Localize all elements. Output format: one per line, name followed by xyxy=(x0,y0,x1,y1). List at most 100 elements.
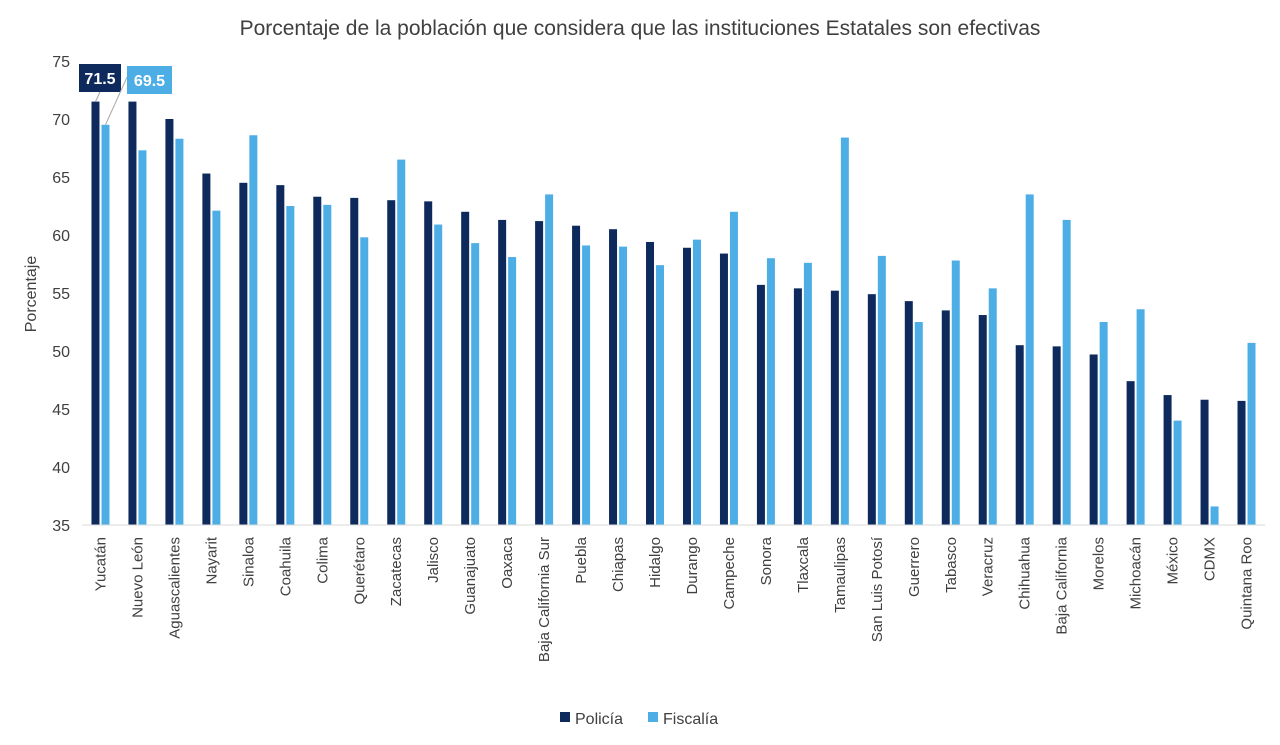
bar-policia xyxy=(1126,381,1135,525)
x-tick-label: Querétaro xyxy=(351,537,368,605)
x-tick-label: Tabasco xyxy=(943,537,960,593)
bar-policia xyxy=(239,182,248,526)
y-tick-label: 70 xyxy=(52,112,70,129)
bar-policia xyxy=(572,225,581,525)
bar-fiscalia xyxy=(249,135,258,526)
bar-policia xyxy=(646,241,655,525)
x-tick-label: Colima xyxy=(314,536,331,583)
bar-fiscalia xyxy=(840,137,849,525)
x-tick-label: Yucatán xyxy=(92,537,109,591)
bar-fiscalia xyxy=(1247,342,1256,525)
bar-fiscalia xyxy=(1025,194,1034,525)
bar-policia xyxy=(128,101,137,525)
y-axis-ticks: 35 40 45 50 55 60 65 70 75 xyxy=(52,54,70,535)
bar-policia xyxy=(867,294,876,525)
legend-label-fiscalia: Fiscalía xyxy=(663,711,718,728)
x-tick-label: Oaxaca xyxy=(499,536,516,588)
x-tick-label: Tamaulipas xyxy=(832,537,849,613)
legend-label-policia: Policía xyxy=(575,711,623,728)
bar-fiscalia xyxy=(951,260,960,525)
bar-fiscalia xyxy=(471,243,480,525)
bar-policia xyxy=(1015,345,1024,525)
x-tick-label: Chihuahua xyxy=(1017,536,1034,609)
bar-policia xyxy=(202,173,211,525)
bar-fiscalia xyxy=(323,204,332,525)
x-tick-label: CDMX xyxy=(1202,537,1219,581)
bar-policia xyxy=(350,197,359,525)
chart-title: Porcentaje de la población que considera… xyxy=(240,17,1041,40)
bar-fiscalia xyxy=(619,246,628,525)
bar-fiscalia xyxy=(766,258,775,525)
x-tick-label: Jalisco xyxy=(425,537,442,583)
bars xyxy=(91,101,1256,526)
bar-fiscalia xyxy=(692,239,701,525)
bar-fiscalia xyxy=(656,265,665,525)
bar-fiscalia xyxy=(434,224,443,525)
bar-fiscalia xyxy=(1173,420,1182,525)
bar-fiscalia xyxy=(545,194,554,525)
y-tick-label: 75 xyxy=(52,54,70,71)
bar-fiscalia xyxy=(1210,506,1219,525)
x-tick-label: Zacatecas xyxy=(388,537,405,606)
x-tick-label: Durango xyxy=(684,537,701,595)
data-label: 69.5 xyxy=(134,73,165,90)
y-tick-label: 45 xyxy=(52,402,70,419)
data-label-leader xyxy=(105,76,128,126)
bar-policia xyxy=(276,185,285,525)
bar-policia xyxy=(793,288,802,525)
x-tick-label: Baja California xyxy=(1054,536,1071,634)
bar-fiscalia xyxy=(1099,322,1108,525)
bar-policia xyxy=(313,196,322,525)
x-tick-label: Quintana Roo xyxy=(1239,537,1256,630)
bar-policia xyxy=(387,200,396,525)
x-tick-label: Tlaxcala xyxy=(795,536,812,593)
bar-fiscalia xyxy=(101,124,110,526)
x-tick-label: Morelos xyxy=(1091,537,1108,590)
bar-fiscalia xyxy=(1062,219,1071,526)
x-tick-label: Nayarit xyxy=(203,536,220,584)
x-tick-label: Hidalgo xyxy=(647,537,664,588)
data-label-leader xyxy=(95,91,101,102)
y-tick-label: 40 xyxy=(52,460,70,477)
bar-fiscalia xyxy=(175,138,184,525)
bar-policia xyxy=(609,229,618,525)
y-axis-label: Porcentaje xyxy=(23,256,40,333)
bar-policia xyxy=(1200,399,1209,525)
y-tick-label: 60 xyxy=(52,228,70,245)
bar-policia xyxy=(461,211,470,526)
bar-fiscalia xyxy=(286,206,295,525)
x-tick-label: Guerrero xyxy=(906,537,923,597)
y-tick-label: 50 xyxy=(52,344,70,361)
bar-policia xyxy=(1089,354,1098,525)
bar-fiscalia xyxy=(360,237,369,525)
bar-fiscalia xyxy=(988,288,997,525)
bar-policia xyxy=(830,290,839,525)
bar-fiscalia xyxy=(212,210,221,525)
bar-policia xyxy=(682,247,691,525)
bar-fiscalia xyxy=(1136,309,1145,525)
bar-policia xyxy=(978,315,987,525)
x-tick-label: Coahuila xyxy=(277,536,294,596)
data-label-box xyxy=(79,64,121,92)
bar-policia xyxy=(941,310,950,525)
bar-policia xyxy=(498,219,507,526)
bar-policia xyxy=(756,284,765,525)
bar-fiscalia xyxy=(508,257,517,525)
bar-fiscalia xyxy=(803,262,812,525)
y-tick-label: 55 xyxy=(52,286,70,303)
bar-fiscalia xyxy=(729,211,738,526)
x-tick-label: San Luis Potosí xyxy=(869,536,886,642)
bar-fiscalia xyxy=(138,150,147,525)
data-labels: 71.5 69.5 xyxy=(79,64,172,126)
data-label-box xyxy=(127,66,172,94)
bar-fiscalia xyxy=(877,255,886,525)
bar-policia xyxy=(904,301,913,525)
bar-policia xyxy=(535,221,544,525)
bar-policia xyxy=(165,119,174,525)
legend-swatch-fiscalia xyxy=(648,712,658,722)
x-axis-ticks: Yucatán Nuevo León Aguascalientes Nayarit Si… xyxy=(92,536,1255,662)
bar-policia xyxy=(1052,346,1061,525)
bar-policia xyxy=(1237,400,1246,525)
bar-policia xyxy=(719,253,728,525)
